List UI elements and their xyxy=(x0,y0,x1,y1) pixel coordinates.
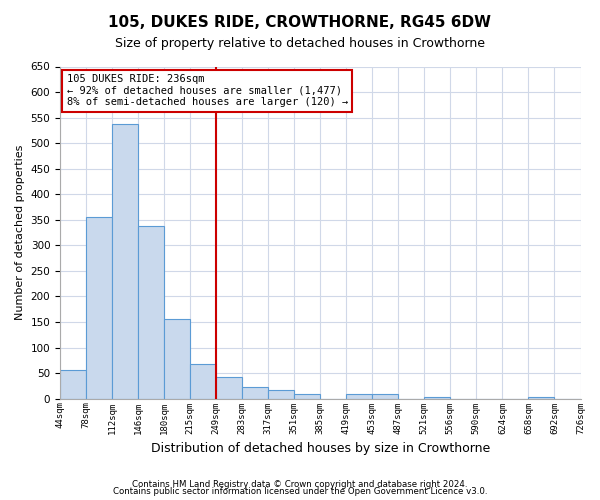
Bar xyxy=(346,394,373,398)
Bar xyxy=(138,226,164,398)
Bar xyxy=(60,370,86,398)
Bar xyxy=(216,377,242,398)
Bar xyxy=(164,319,190,398)
Bar xyxy=(190,364,216,398)
X-axis label: Distribution of detached houses by size in Crowthorne: Distribution of detached houses by size … xyxy=(151,442,490,455)
Bar xyxy=(529,396,554,398)
Text: Contains public sector information licensed under the Open Government Licence v3: Contains public sector information licen… xyxy=(113,488,487,496)
Text: Size of property relative to detached houses in Crowthorne: Size of property relative to detached ho… xyxy=(115,38,485,51)
Text: 105 DUKES RIDE: 236sqm
← 92% of detached houses are smaller (1,477)
8% of semi-d: 105 DUKES RIDE: 236sqm ← 92% of detached… xyxy=(67,74,348,108)
Y-axis label: Number of detached properties: Number of detached properties xyxy=(15,145,25,320)
Bar xyxy=(424,396,451,398)
Text: Contains HM Land Registry data © Crown copyright and database right 2024.: Contains HM Land Registry data © Crown c… xyxy=(132,480,468,489)
Text: 105, DUKES RIDE, CROWTHORNE, RG45 6DW: 105, DUKES RIDE, CROWTHORNE, RG45 6DW xyxy=(109,15,491,30)
Bar xyxy=(268,390,294,398)
Bar xyxy=(112,124,138,398)
Bar xyxy=(242,387,268,398)
Bar xyxy=(373,394,398,398)
Bar xyxy=(294,394,320,398)
Bar xyxy=(86,217,112,398)
